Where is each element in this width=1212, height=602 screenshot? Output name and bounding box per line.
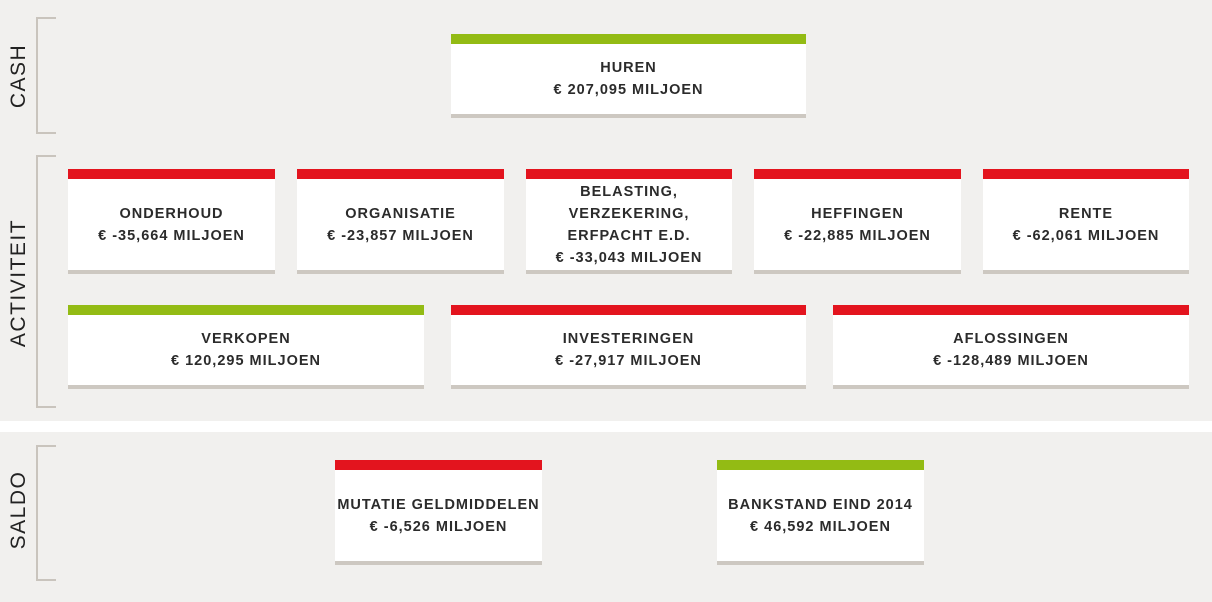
positive-bar: [717, 460, 924, 470]
negative-bar: [451, 305, 806, 315]
negative-bar: [68, 169, 275, 179]
card-amount: € 46,592 MILJOEN: [750, 518, 891, 535]
card-title: INVESTERINGEN: [562, 331, 695, 347]
saldo-bracket: [36, 445, 56, 581]
card-title: HUREN: [600, 60, 657, 76]
section-label-activiteit: ACTIVITEIT: [7, 218, 30, 348]
card-title: AFLOSSINGEN: [953, 331, 1069, 347]
card-amount: € -35,664 MILJOEN: [98, 227, 245, 244]
card-heffingen: HEFFINGEN € -22,885 MILJOEN: [754, 169, 961, 274]
card-amount: € 207,095 MILJOEN: [553, 82, 704, 98]
negative-bar: [833, 305, 1189, 315]
section-label-cash: CASH: [7, 43, 30, 109]
card-huren: HUREN € 207,095 MILJOEN: [451, 34, 806, 118]
card-aflossingen: AFLOSSINGEN € -128,489 MILJOEN: [833, 305, 1189, 389]
card-amount: € -62,061 MILJOEN: [1012, 227, 1160, 244]
card-amount: € 120,295 MILJOEN: [171, 353, 321, 369]
positive-bar: [68, 305, 424, 315]
card-title: ORGANISATIE: [345, 205, 456, 222]
saldo-panel: [0, 432, 1212, 602]
card-title: ONDERHOUD: [119, 205, 224, 222]
card-title: BANKSTAND EIND 2014: [728, 496, 913, 513]
card-organisatie: ORGANISATIE € -23,857 MILJOEN: [297, 169, 504, 274]
card-amount: € -128,489 MILJOEN: [933, 353, 1089, 369]
activiteit-bracket: [36, 155, 56, 408]
card-amount: € -23,857 MILJOEN: [327, 227, 474, 244]
positive-bar: [451, 34, 806, 44]
card-amount: € -22,885 MILJOEN: [784, 227, 931, 244]
card-bankstand: BANKSTAND EIND 2014 € 46,592 MILJOEN: [717, 460, 924, 565]
negative-bar: [297, 169, 504, 179]
card-amount: € -27,917 MILJOEN: [555, 353, 702, 369]
card-amount: € -33,043 MILJOEN: [555, 249, 703, 266]
card-title: MUTATIE GELDMIDDELEN: [337, 496, 540, 513]
negative-bar: [983, 169, 1189, 179]
negative-bar: [754, 169, 961, 179]
card-title: RENTE: [1058, 205, 1114, 222]
card-title: HEFFINGEN: [811, 205, 904, 222]
negative-bar: [335, 460, 542, 470]
negative-bar: [526, 169, 732, 179]
cash-bracket: [36, 17, 56, 134]
card-title: VERKOPEN: [201, 331, 291, 347]
card-verkopen: VERKOPEN € 120,295 MILJOEN: [68, 305, 424, 389]
card-belasting: BELASTING, VERZEKERING, ERFPACHT E.D. € …: [526, 169, 732, 274]
card-amount: € -6,526 MILJOEN: [369, 518, 508, 535]
card-title-line2: ERFPACHT E.D.: [567, 227, 691, 244]
section-label-saldo: SALDO: [7, 470, 30, 550]
card-investeringen: INVESTERINGEN € -27,917 MILJOEN: [451, 305, 806, 389]
card-rente: RENTE € -62,061 MILJOEN: [983, 169, 1189, 274]
card-title-line1: BELASTING, VERZEKERING,: [568, 183, 690, 222]
card-onderhoud: ONDERHOUD € -35,664 MILJOEN: [68, 169, 275, 274]
card-mutatie-geldmiddelen: MUTATIE GELDMIDDELEN € -6,526 MILJOEN: [335, 460, 542, 565]
